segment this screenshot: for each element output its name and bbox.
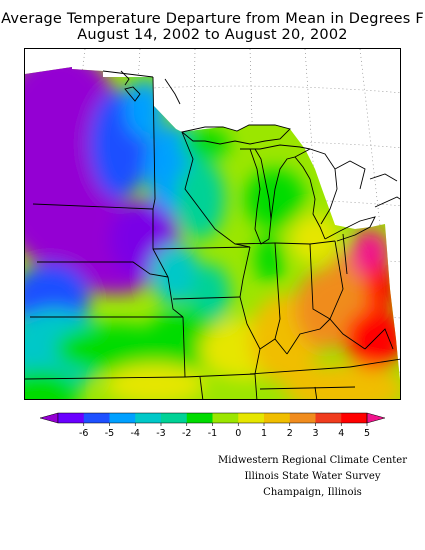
legend-swatch <box>289 413 316 423</box>
credit-survey: Illinois State Water Survey <box>244 471 381 482</box>
legend-swatch <box>161 413 188 423</box>
legend-color-bar <box>40 412 385 424</box>
legend-swatch <box>109 413 136 423</box>
legend-tick-labels: -6 -5 -4 -3 -2 -1 0 1 2 3 4 5 <box>79 423 370 439</box>
legend-swatch <box>315 413 342 423</box>
legend-tick-label: -6 <box>79 428 88 439</box>
great-lakes-coastline <box>120 70 400 245</box>
credit-organization: Midwestern Regional Climate Center <box>218 455 407 466</box>
legend-swatch <box>212 413 239 423</box>
color-scale-legend: -6 -5 -4 -3 -2 -1 0 1 2 3 4 5 <box>40 410 385 450</box>
legend-swatch <box>83 413 110 423</box>
map-title-line1: Average Temperature Departure from Mean … <box>1 11 424 27</box>
legend-swatch <box>135 413 162 423</box>
legend-swatch <box>58 413 85 423</box>
legend-tick-label: -5 <box>105 428 114 439</box>
map-title-line2: August 14, 2002 to August 20, 2002 <box>77 27 348 43</box>
legend-tick-label: 3 <box>312 428 318 439</box>
legend-swatch-low <box>40 412 59 424</box>
legend-tick-label: 5 <box>364 428 370 439</box>
legend-swatch <box>341 413 368 423</box>
legend-tick-label: 4 <box>338 428 344 439</box>
legend-swatch <box>186 413 213 423</box>
temperature-field <box>25 67 400 399</box>
legend-tick-label: 2 <box>287 428 293 439</box>
legend-swatch <box>238 413 265 423</box>
legend-swatch <box>264 413 291 423</box>
legend-tick-label: -3 <box>156 428 165 439</box>
legend-tick-label: 0 <box>235 428 241 439</box>
legend-tick-label: -2 <box>182 428 191 439</box>
state-boundaries <box>25 70 400 399</box>
legend-tick-label: -1 <box>208 428 217 439</box>
legend-tick-label: 1 <box>261 428 267 439</box>
legend-tick-label: -4 <box>131 428 140 439</box>
credit-location: Champaign, Illinois <box>263 487 362 498</box>
temperature-departure-map <box>24 48 401 400</box>
legend-swatch-high <box>366 412 385 424</box>
